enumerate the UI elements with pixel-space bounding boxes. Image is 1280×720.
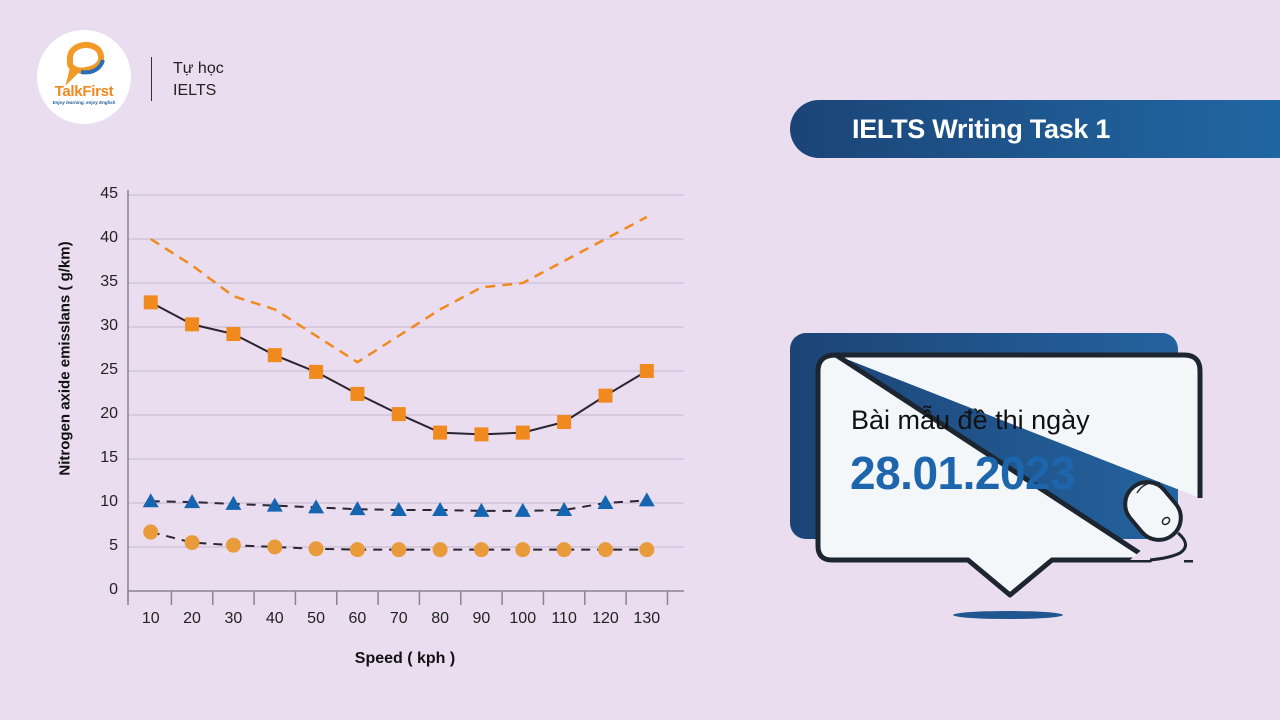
- card-subtitle: Bài mẫu đề thi ngày: [851, 405, 1090, 435]
- x-tick-label: 90: [472, 610, 491, 627]
- y-tick-label: 5: [109, 537, 118, 554]
- y-tick-label: 45: [100, 185, 118, 202]
- card-date: 28.01.2023: [850, 447, 1076, 499]
- talkfirst-logo: TalkFirst Enjoy learning, enjoy English: [37, 30, 131, 124]
- x-tick-label: 20: [183, 610, 201, 627]
- page-title: IELTS Writing Task 1: [852, 114, 1111, 144]
- y-tick-label: 15: [100, 449, 118, 466]
- brand-line-1: Tự học: [173, 60, 224, 77]
- x-tick-label: 60: [348, 610, 367, 627]
- x-tick-label: 30: [224, 610, 243, 627]
- brand-line-2: IELTS: [173, 82, 217, 99]
- x-axis-label: Speed ( kph ): [354, 650, 456, 667]
- x-tick-label: 70: [389, 610, 408, 627]
- x-tick-label: 40: [265, 610, 284, 627]
- x-tick-label: 120: [592, 610, 619, 627]
- y-tick-label: 0: [109, 581, 118, 598]
- speech-bubble-logo-icon: [65, 42, 105, 86]
- y-tick-label: 20: [100, 405, 118, 422]
- x-tick-label: 100: [509, 610, 537, 627]
- x-tick-label: 130: [633, 610, 661, 627]
- x-tick-label: 10: [141, 610, 160, 627]
- y-tick-label: 10: [100, 493, 118, 510]
- y-tick-label: 35: [100, 273, 118, 290]
- brand-divider: [151, 57, 152, 101]
- y-tick-label: 30: [100, 317, 118, 334]
- y-tick-label: 40: [100, 229, 118, 246]
- title-banner: IELTS Writing Task 1: [790, 100, 1280, 158]
- x-tick-label: 80: [431, 610, 449, 627]
- y-axis-label: Nitrogen axide emisslans ( g/km): [56, 241, 74, 476]
- logo-tagline: Enjoy learning, enjoy English: [52, 100, 116, 105]
- logo-name: TalkFirst: [54, 83, 114, 100]
- shadow: [953, 611, 1063, 619]
- x-tick-label: 50: [307, 610, 325, 627]
- x-tick-label: 110: [551, 610, 577, 627]
- brand-text: Tự học IELTS: [173, 58, 224, 102]
- y-tick-label: 25: [100, 361, 118, 378]
- computer-mouse-icon: [1123, 480, 1187, 562]
